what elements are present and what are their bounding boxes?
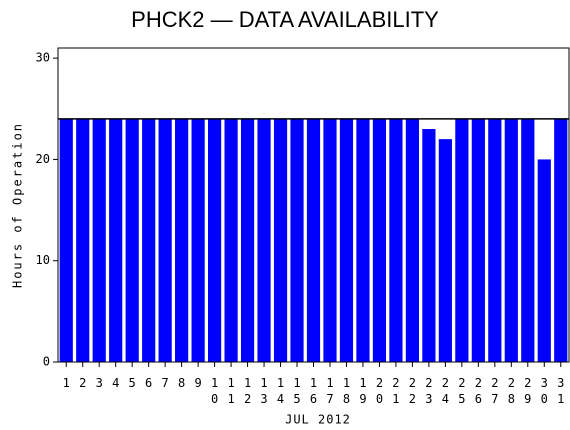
bar bbox=[521, 118, 535, 362]
bar bbox=[306, 118, 321, 362]
bar bbox=[191, 118, 205, 362]
bar bbox=[504, 118, 518, 362]
y-axis-label: Hours of Operation bbox=[11, 122, 25, 288]
bar bbox=[224, 118, 238, 362]
bar bbox=[290, 118, 304, 362]
bar bbox=[125, 118, 139, 362]
bar bbox=[158, 118, 172, 362]
bar bbox=[273, 118, 288, 362]
bar bbox=[92, 118, 106, 362]
x-tick-label: 9 bbox=[194, 376, 201, 390]
x-tick-label: 2 bbox=[79, 376, 86, 390]
plot-frame bbox=[57, 47, 570, 363]
bar bbox=[240, 118, 255, 362]
bar bbox=[488, 118, 502, 362]
bar bbox=[257, 118, 271, 362]
bar bbox=[455, 118, 469, 362]
bar bbox=[405, 118, 419, 362]
x-tick-label: 6 bbox=[145, 376, 152, 390]
y-tick-label: 30 bbox=[36, 51, 50, 65]
bar bbox=[422, 129, 436, 362]
x-tick-label: 7 bbox=[162, 376, 169, 390]
x-tick-label: 3 bbox=[96, 376, 103, 390]
y-tick-label: 20 bbox=[36, 152, 50, 166]
bar bbox=[175, 118, 189, 362]
bar bbox=[438, 139, 452, 362]
bar bbox=[76, 118, 90, 362]
bar bbox=[537, 159, 551, 362]
bar bbox=[323, 118, 337, 362]
chart-title: PHCK2 — DATA AVAILABILITY bbox=[131, 7, 439, 32]
bar bbox=[109, 118, 123, 362]
bar bbox=[471, 118, 485, 362]
y-tick-label: 0 bbox=[43, 355, 50, 369]
x-tick-label: 1 bbox=[63, 376, 70, 390]
bar bbox=[554, 118, 568, 362]
bar bbox=[356, 118, 370, 362]
bar bbox=[208, 118, 222, 362]
x-tick-label: 4 bbox=[112, 376, 119, 390]
x-tick-label: 5 bbox=[129, 376, 136, 390]
bar bbox=[142, 118, 156, 362]
x-tick-label: 8 bbox=[178, 376, 185, 390]
bar bbox=[339, 118, 354, 362]
y-tick-label: 10 bbox=[36, 253, 50, 267]
bar bbox=[59, 118, 73, 362]
bar bbox=[389, 118, 403, 362]
x-axis-label: JUL 2012 bbox=[285, 413, 351, 427]
bar bbox=[372, 118, 387, 362]
